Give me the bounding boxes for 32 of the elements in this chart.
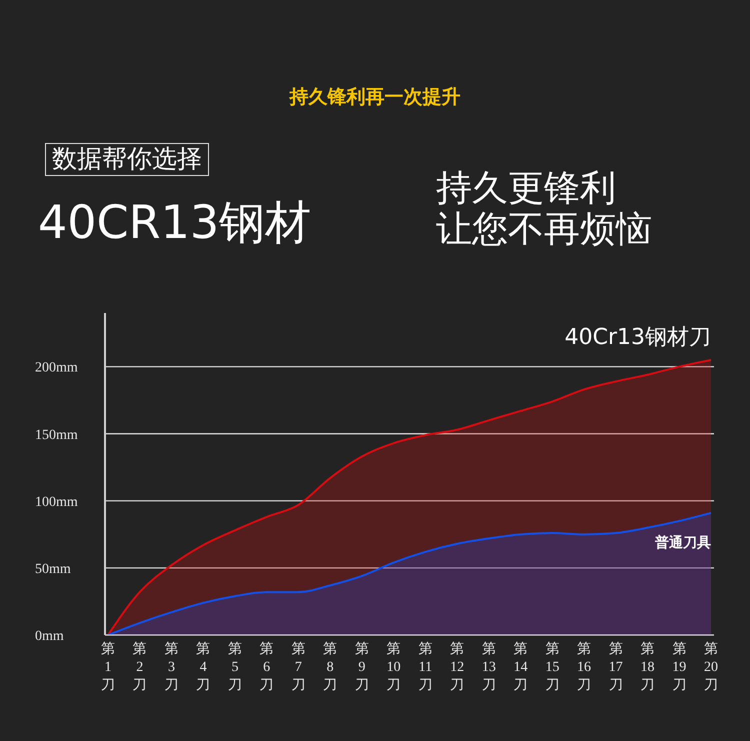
text: 数据帮你选择 bbox=[45, 143, 209, 176]
x-tick-label: 第12刀 bbox=[450, 641, 464, 693]
x-tick-label: 第8刀 bbox=[323, 641, 338, 693]
x-tick-label: 第17刀 bbox=[608, 641, 623, 693]
x-tick-label: 第9刀 bbox=[354, 641, 369, 693]
x-tick-label: 第15刀 bbox=[545, 641, 560, 693]
y-tick-label: 50mm bbox=[35, 562, 71, 577]
y-tick-label: 200mm bbox=[35, 360, 78, 376]
x-tick-label: 第1刀 bbox=[101, 641, 115, 693]
x-tick-label: 第7刀 bbox=[291, 641, 306, 693]
x-tick-label: 第13刀 bbox=[482, 641, 496, 693]
x-tick-label: 第10刀 bbox=[386, 641, 401, 693]
series-label: 40Cr13钢材刀 bbox=[564, 324, 711, 350]
y-tick-label: 0mm bbox=[35, 629, 64, 644]
x-tick-label: 第14刀 bbox=[514, 641, 528, 693]
x-tick-label: 第4刀 bbox=[196, 641, 210, 693]
y-tick-label: 100mm bbox=[35, 494, 78, 510]
series-label: 普通刀具 bbox=[654, 534, 711, 551]
text: 持久更锋利 bbox=[436, 168, 616, 210]
y-tick-label: 150mm bbox=[35, 428, 78, 443]
x-tick-label: 第6刀 bbox=[260, 641, 274, 693]
x-tick-label: 第18刀 bbox=[640, 641, 655, 693]
x-tick-label: 第11刀 bbox=[418, 641, 432, 693]
x-tick-label: 第20刀 bbox=[704, 641, 718, 693]
x-tick-label: 第5刀 bbox=[228, 641, 242, 693]
chart-title: 持久锋利再一次提升 bbox=[288, 85, 462, 110]
x-tick-label: 第19刀 bbox=[672, 641, 686, 693]
text: 40CR13钢材 bbox=[38, 195, 312, 249]
x-tick-label: 第2刀 bbox=[132, 641, 147, 693]
x-tick-label: 第16刀 bbox=[577, 641, 592, 693]
x-tick-label: 第3刀 bbox=[164, 641, 178, 693]
text: 让您不再烦恼 bbox=[436, 209, 652, 250]
